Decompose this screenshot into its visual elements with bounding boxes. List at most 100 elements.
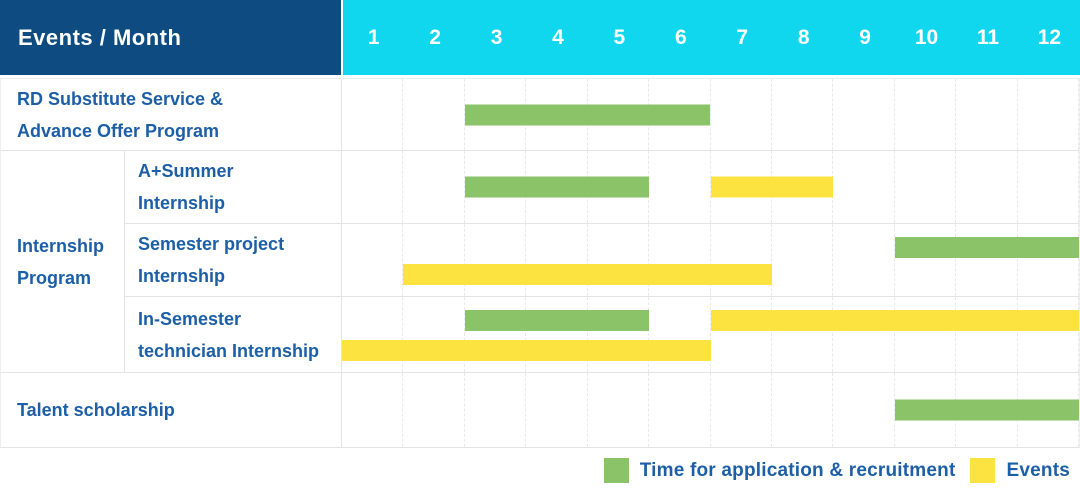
month-label-4: 4: [552, 25, 564, 49]
month-gridline: [833, 224, 895, 296]
month-gridline: [465, 297, 527, 372]
month-gridline: [772, 297, 834, 372]
application-recruitment-bar: [894, 399, 1079, 421]
month-label-2: 2: [429, 25, 441, 49]
month-gridline: [1018, 297, 1080, 372]
row-label-rd-substitute: RD Substitute Service & Advance Offer Pr…: [1, 79, 342, 150]
month-gridline: [649, 151, 711, 223]
table-row-rd-substitute: RD Substitute Service & Advance Offer Pr…: [1, 79, 1080, 151]
application-recruitment-bar: [464, 310, 650, 331]
application-recruitment-bar: [894, 237, 1079, 258]
month-gridline: [465, 224, 527, 296]
month-gridline: [649, 373, 711, 447]
month-gridline: [588, 373, 650, 447]
table-row-a-summer: A+Summer Internship: [125, 151, 1080, 224]
month-gridline: [403, 297, 465, 372]
month-gridline: [956, 79, 1018, 150]
header-divider: [341, 0, 343, 75]
month-gridline: [711, 373, 772, 447]
month-gridline: [895, 79, 957, 150]
month-label-12: 12: [1037, 25, 1062, 49]
month-label-11: 11: [976, 25, 1000, 49]
month-gridline: [772, 224, 834, 296]
month-gridline: [526, 224, 588, 296]
month-label-8: 8: [797, 25, 810, 49]
month-gridline: [526, 373, 588, 447]
month-gridline: [956, 224, 1018, 296]
row-bars-talent-scholarship: [342, 373, 1080, 447]
table-row-semester-project: Semester project Internship: [125, 224, 1080, 297]
month-gridline: [833, 151, 895, 223]
row-label-semester-project: Semester project Internship: [125, 224, 342, 296]
month-gridline: [403, 224, 465, 296]
legend-label-events: Events: [1006, 459, 1070, 481]
month-gridline: [772, 373, 834, 447]
group-subrows: A+Summer Internship Semester project Int…: [125, 151, 1080, 372]
row-label-a-summer: A+Summer Internship: [125, 151, 342, 223]
row-label-in-semester: In-Semester technician Internship: [125, 297, 342, 372]
month-gridline: [1018, 224, 1080, 296]
month-gridline: [649, 224, 711, 296]
row-bars-semester-project: [342, 224, 1080, 296]
month-gridline: [711, 297, 772, 372]
month-gridline: [833, 297, 895, 372]
month-label-7: 7: [736, 25, 749, 49]
month-gridline: [403, 79, 465, 150]
yellow-swatch-icon: [970, 458, 996, 483]
gantt-table-body: RD Substitute Service & Advance Offer Pr…: [0, 78, 1080, 448]
row-bars-in-semester: [342, 297, 1080, 372]
month-gridline: [833, 373, 895, 447]
month-label-3: 3: [490, 25, 503, 49]
legend: Time for application & recruitment Event…: [603, 458, 1070, 483]
month-gridline: [342, 373, 404, 447]
table-row-talent-scholarship: Talent scholarship: [1, 373, 1080, 447]
month-gridline: [711, 79, 772, 150]
green-swatch-icon: [603, 458, 629, 483]
month-gridline: [956, 151, 1018, 223]
month-gridline: [588, 297, 650, 372]
month-gridline: [342, 151, 404, 223]
month-gridline: [772, 79, 834, 150]
events-bar: [710, 310, 1079, 331]
legend-item-application-recruitment: Time for application & recruitment: [603, 458, 956, 483]
month-gridline: [342, 297, 404, 372]
row-label-talent-scholarship: Talent scholarship: [1, 373, 342, 447]
month-gridline: [711, 224, 772, 296]
month-label-9: 9: [859, 25, 871, 49]
month-gridline: [833, 79, 895, 150]
month-label-5: 5: [613, 25, 626, 49]
events-bar: [403, 264, 772, 285]
month-gridline: [1018, 79, 1080, 150]
group-label-internship-program: Internship Program: [1, 151, 125, 372]
month-label-1: 1: [367, 25, 380, 49]
month-gridline: [403, 373, 465, 447]
month-label-6: 6: [674, 25, 687, 49]
month-gridline: [588, 224, 650, 296]
events-bar: [710, 176, 834, 198]
month-gridline: [526, 297, 588, 372]
month-gridline: [895, 224, 957, 296]
month-gridline: [403, 151, 465, 223]
month-gridline: [465, 373, 527, 447]
row-bars-a-summer: [342, 151, 1080, 223]
month-gridline: [895, 297, 957, 372]
legend-item-events: Events: [970, 458, 1070, 483]
legend-label-application-recruitment: Time for application & recruitment: [639, 459, 956, 481]
application-recruitment-bar: [464, 176, 650, 198]
header-row: Events / Month 1 2 3 4 5 6 7 8 9 10 11 1…: [0, 0, 1080, 75]
month-gridline: [956, 297, 1018, 372]
month-gridline: [1018, 151, 1080, 223]
month-gridline: [342, 79, 404, 150]
application-recruitment-bar: [464, 104, 711, 125]
row-bars-rd-substitute: [342, 79, 1080, 150]
table-row-in-semester: In-Semester technician Internship: [125, 297, 1080, 372]
month-label-10: 10: [914, 25, 939, 49]
corner-title: Events / Month: [0, 0, 341, 75]
month-header: 1 2 3 4 5 6 7 8 9 10 11 12: [343, 0, 1080, 75]
group-internship-program: Internship Program A+Summer Internship S…: [1, 151, 1080, 373]
month-gridline: [895, 151, 957, 223]
month-gridline: [342, 224, 404, 296]
events-bar: [342, 340, 711, 361]
month-gridline: [649, 297, 711, 372]
